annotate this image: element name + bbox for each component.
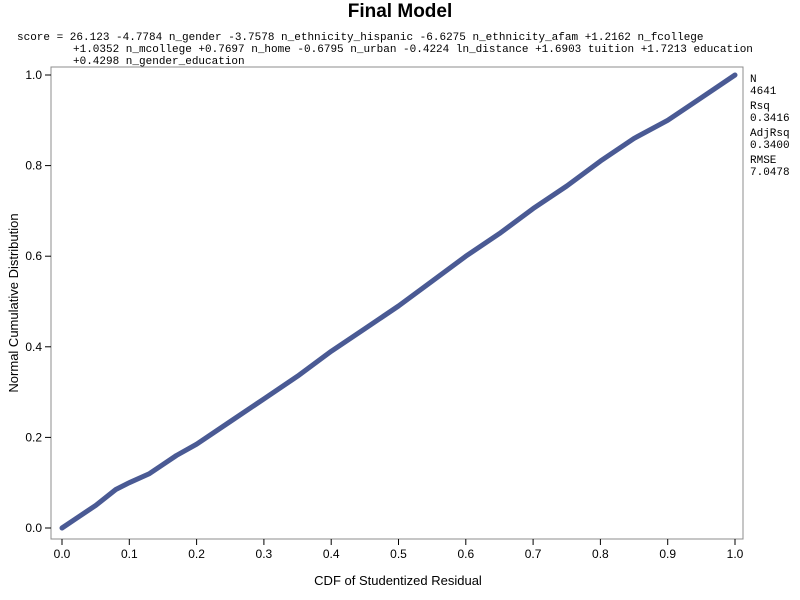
y-axis: 0.0 0.2 0.4 0.6 0.8 1.0 [25, 68, 51, 535]
x-tick-label: 0.2 [188, 547, 205, 561]
series-layer [59, 72, 738, 531]
chart-title: Final Model [347, 1, 453, 22]
stat-label: AdjRsq [750, 128, 790, 140]
x-tick-label: 0.9 [659, 547, 676, 561]
x-axis-title: CDF of Studentized Residual [314, 573, 482, 588]
stat-label: N [750, 74, 757, 86]
model-equation-line-1: score = 26.123 -4.7784 n_gender -3.7578 … [17, 32, 704, 44]
x-tick-label: 0.1 [121, 547, 138, 561]
y-tick-label: 0.4 [25, 340, 42, 354]
y-tick-label: 0.2 [25, 430, 42, 444]
stat-value: 4641 [750, 86, 777, 98]
x-tick-label: 0.3 [256, 547, 273, 561]
x-axis: 0.0 0.1 0.2 0.3 0.4 0.5 0.6 0.7 0.8 0.9 1.0 [54, 539, 744, 561]
y-tick-label: 0.0 [25, 521, 42, 535]
stat-label: Rsq [750, 101, 770, 113]
x-tick-label: 0.4 [323, 547, 340, 561]
model-equation-line-3: +0.4298 n_gender_education [73, 56, 245, 68]
x-tick-label: 0.0 [54, 547, 71, 561]
plot-frame [50, 66, 744, 540]
y-tick-label: 0.8 [25, 159, 42, 173]
model-equation-line-2: +1.0352 n_mcollege +0.7697 n_home -0.679… [73, 44, 753, 56]
y-tick-label: 0.6 [25, 249, 42, 263]
stat-label: RMSE [750, 155, 777, 167]
stat-value: 7.0478 [750, 167, 790, 179]
y-axis-title: Normal Cumulative Distribution [6, 213, 21, 392]
stat-value: 0.3416 [750, 113, 790, 125]
x-tick-label: 0.6 [457, 547, 474, 561]
x-tick-label: 1.0 [727, 547, 744, 561]
x-tick-label: 0.8 [592, 547, 609, 561]
y-tick-label: 1.0 [25, 68, 42, 82]
x-tick-label: 0.5 [390, 547, 407, 561]
stat-value: 0.3400 [750, 140, 790, 152]
series-line [59, 72, 738, 531]
x-tick-label: 0.7 [525, 547, 542, 561]
